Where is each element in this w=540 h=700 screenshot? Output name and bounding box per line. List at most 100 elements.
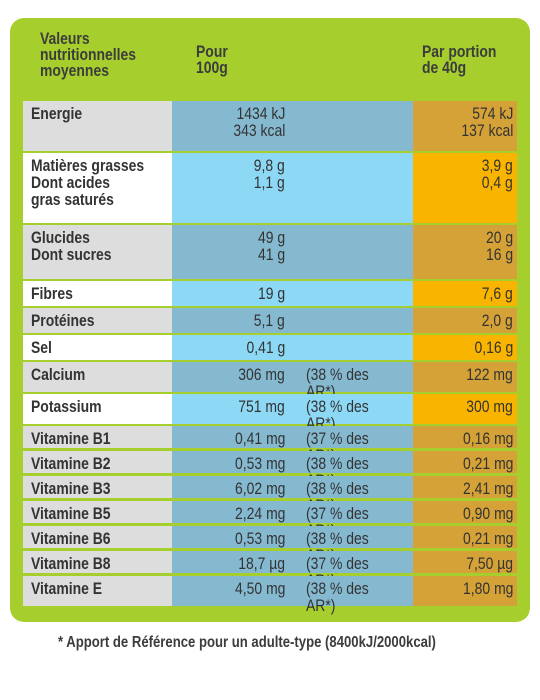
header-nutrient: Valeurs nutritionnelles moyennes (40, 29, 137, 80)
per-100g-value-cell: 0,41 mg(37 % des AR*) (172, 426, 413, 464)
table-row: Vitamine B8 18,7 µg(37 % des AR*) 7,50 µg (23, 551, 517, 589)
nutrient-name-cell: Vitamine B5 (23, 501, 172, 523)
per-portion-value-cell: 574 kJ 137 kcal (413, 101, 517, 151)
table-row: Vitamine B3 6,02 mg(38 % des AR*) 2,41 mg (23, 476, 517, 514)
per-portion-value-cell: 3,9 g 0,4 g (413, 153, 517, 223)
table-row: Energie 1434 kJ 343 kcal 574 kJ 137 kcal (23, 101, 517, 151)
per-100g-value: 9,8 g 1,1 g (253, 156, 285, 192)
per-portion-value-cell: 2,0 g (413, 308, 517, 333)
nutrient-name-cell: Protéines (23, 308, 172, 333)
per-portion-value-cell: 0,21 mg (413, 451, 517, 473)
per-portion-value-cell: 0,21 mg (413, 526, 517, 548)
nutrient-name: Vitamine E (31, 579, 103, 598)
nutrient-name: Protéines (31, 311, 95, 330)
table-row: Matières grasses Dont acides gras saturé… (23, 153, 517, 223)
per-portion-value-cell: 7,50 µg (413, 551, 517, 573)
table-row: Calcium 306 mg (38 % des AR*) 122 mg (23, 362, 517, 400)
per-portion-value: 2,0 g (481, 311, 513, 330)
per-portion-value-cell: 2,41 mg (413, 476, 517, 498)
reference-intake-percent: (38 % des AR*) (306, 579, 369, 615)
nutrient-name: Glucides Dont sucres (31, 228, 112, 264)
per-portion-value-cell: 20 g 16 g (413, 225, 517, 279)
nutrient-name: Vitamine B8 (31, 554, 111, 573)
per-portion-value-cell: 7,6 g (413, 281, 517, 306)
nutrient-name: Sel (31, 338, 52, 357)
per-portion-value: 0,16 mg (462, 429, 513, 448)
per-portion-value-cell: 0,90 mg (413, 501, 517, 523)
nutrient-name: Fibres (31, 284, 73, 303)
per-portion-value: 2,41 mg (462, 479, 513, 498)
per-100g-value: 1434 kJ 343 kcal (233, 104, 285, 140)
per-portion-value-cell: 122 mg (413, 362, 517, 392)
per-portion-value: 574 kJ 137 kcal (461, 104, 513, 140)
nutrient-name-cell: Matières grasses Dont acides gras saturé… (23, 153, 172, 223)
table-row: Vitamine E 4,50 mg (38 % des AR*) 1,80 mg (23, 576, 517, 614)
per-100g-value-cell: 9,8 g 1,1 g (172, 153, 413, 223)
table-row: Vitamine B2 0,53 mg(38 % des AR*) 0,21 mg (23, 451, 517, 489)
per-100g-value: 2,24 mg (234, 504, 285, 523)
per-100g-value-cell: 18,7 µg(37 % des AR*) (172, 551, 413, 589)
table-row: Vitamine B1 0,41 mg(37 % des AR*) 0,16 mg (23, 426, 517, 464)
header-per-portion: Par portion de 40g (422, 42, 497, 77)
per-portion-value: 0,21 mg (462, 529, 513, 548)
per-100g-value-cell: 751 mg (38 % des AR*) (172, 394, 413, 432)
per-100g-value-cell: 0,53 mg(38 % des AR*) (172, 526, 413, 564)
table-row: Vitamine B5 2,24 mg(37 % des AR*) 0,90 mg (23, 501, 517, 539)
per-100g-value: 5,1 g (253, 311, 285, 330)
per-100g-value: 6,02 mg (234, 479, 285, 498)
per-100g-value-cell: 6,02 mg(38 % des AR*) (172, 476, 413, 514)
nutrient-name: Vitamine B1 (31, 429, 111, 448)
per-100g-value-cell: 1434 kJ 343 kcal (172, 101, 413, 151)
nutrient-name-cell: Calcium (23, 362, 172, 392)
per-100g-value-cell: 306 mg (38 % des AR*) (172, 362, 413, 400)
nutrient-name: Vitamine B5 (31, 504, 111, 523)
per-100g-value: 0,53 mg (234, 454, 285, 473)
table-row: Potassium 751 mg (38 % des AR*) 300 mg (23, 394, 517, 432)
per-portion-value: 0,90 mg (462, 504, 513, 523)
per-100g-value: 19 g (257, 284, 285, 303)
per-100g-value-cell: 4,50 mg (38 % des AR*) (172, 576, 413, 614)
per-100g-value-cell: 2,24 mg(37 % des AR*) (172, 501, 413, 539)
per-portion-value: 0,21 mg (462, 454, 513, 473)
per-portion-value: 300 mg (466, 397, 513, 416)
nutrient-name-cell: Vitamine B8 (23, 551, 172, 573)
nutrient-name-cell: Energie (23, 101, 172, 151)
per-portion-value: 122 mg (466, 365, 513, 384)
per-portion-value: 0,16 g (474, 338, 513, 357)
per-portion-value: 7,50 µg (466, 554, 513, 573)
per-100g-value: 306 mg (238, 365, 285, 384)
nutrient-name: Calcium (31, 365, 86, 384)
per-portion-value-cell: 1,80 mg (413, 576, 517, 606)
per-100g-value: 0,41 g (246, 338, 285, 357)
nutrient-name-cell: Vitamine B2 (23, 451, 172, 473)
table-row: Protéines 5,1 g 2,0 g (23, 308, 517, 333)
nutrient-name: Vitamine B3 (31, 479, 111, 498)
nutrient-name: Vitamine B6 (31, 529, 111, 548)
per-portion-value: 1,80 mg (462, 579, 513, 598)
nutrient-name-cell: Vitamine B3 (23, 476, 172, 498)
nutrient-name: Energie (31, 104, 83, 123)
per-100g-value: 18,7 µg (238, 554, 285, 573)
per-portion-value: 7,6 g (481, 284, 513, 303)
header-per-100g: Pour 100g (196, 42, 228, 77)
per-100g-value: 4,50 mg (234, 579, 285, 598)
per-portion-value: 20 g 16 g (485, 228, 513, 264)
nutrient-name-cell: Vitamine B1 (23, 426, 172, 448)
per-100g-value: 49 g 41 g (257, 228, 285, 264)
per-100g-value-cell: 0,53 mg(38 % des AR*) (172, 451, 413, 489)
nutrient-name: Potassium (31, 397, 102, 416)
per-100g-value-cell: 5,1 g (172, 308, 413, 333)
per-portion-value-cell: 0,16 mg (413, 426, 517, 448)
per-100g-value: 0,41 mg (234, 429, 285, 448)
table-row: Sel 0,41 g 0,16 g (23, 335, 517, 360)
nutrient-name-cell: Fibres (23, 281, 172, 306)
per-100g-value: 751 mg (238, 397, 285, 416)
per-100g-value-cell: 49 g 41 g (172, 225, 413, 279)
per-100g-value: 0,53 mg (234, 529, 285, 548)
table-row: Vitamine B6 0,53 mg(38 % des AR*) 0,21 mg (23, 526, 517, 564)
per-portion-value-cell: 0,16 g (413, 335, 517, 360)
table-row: Glucides Dont sucres 49 g 41 g 20 g 16 g (23, 225, 517, 279)
nutrient-name-cell: Potassium (23, 394, 172, 424)
nutrient-name-cell: Vitamine E (23, 576, 172, 606)
